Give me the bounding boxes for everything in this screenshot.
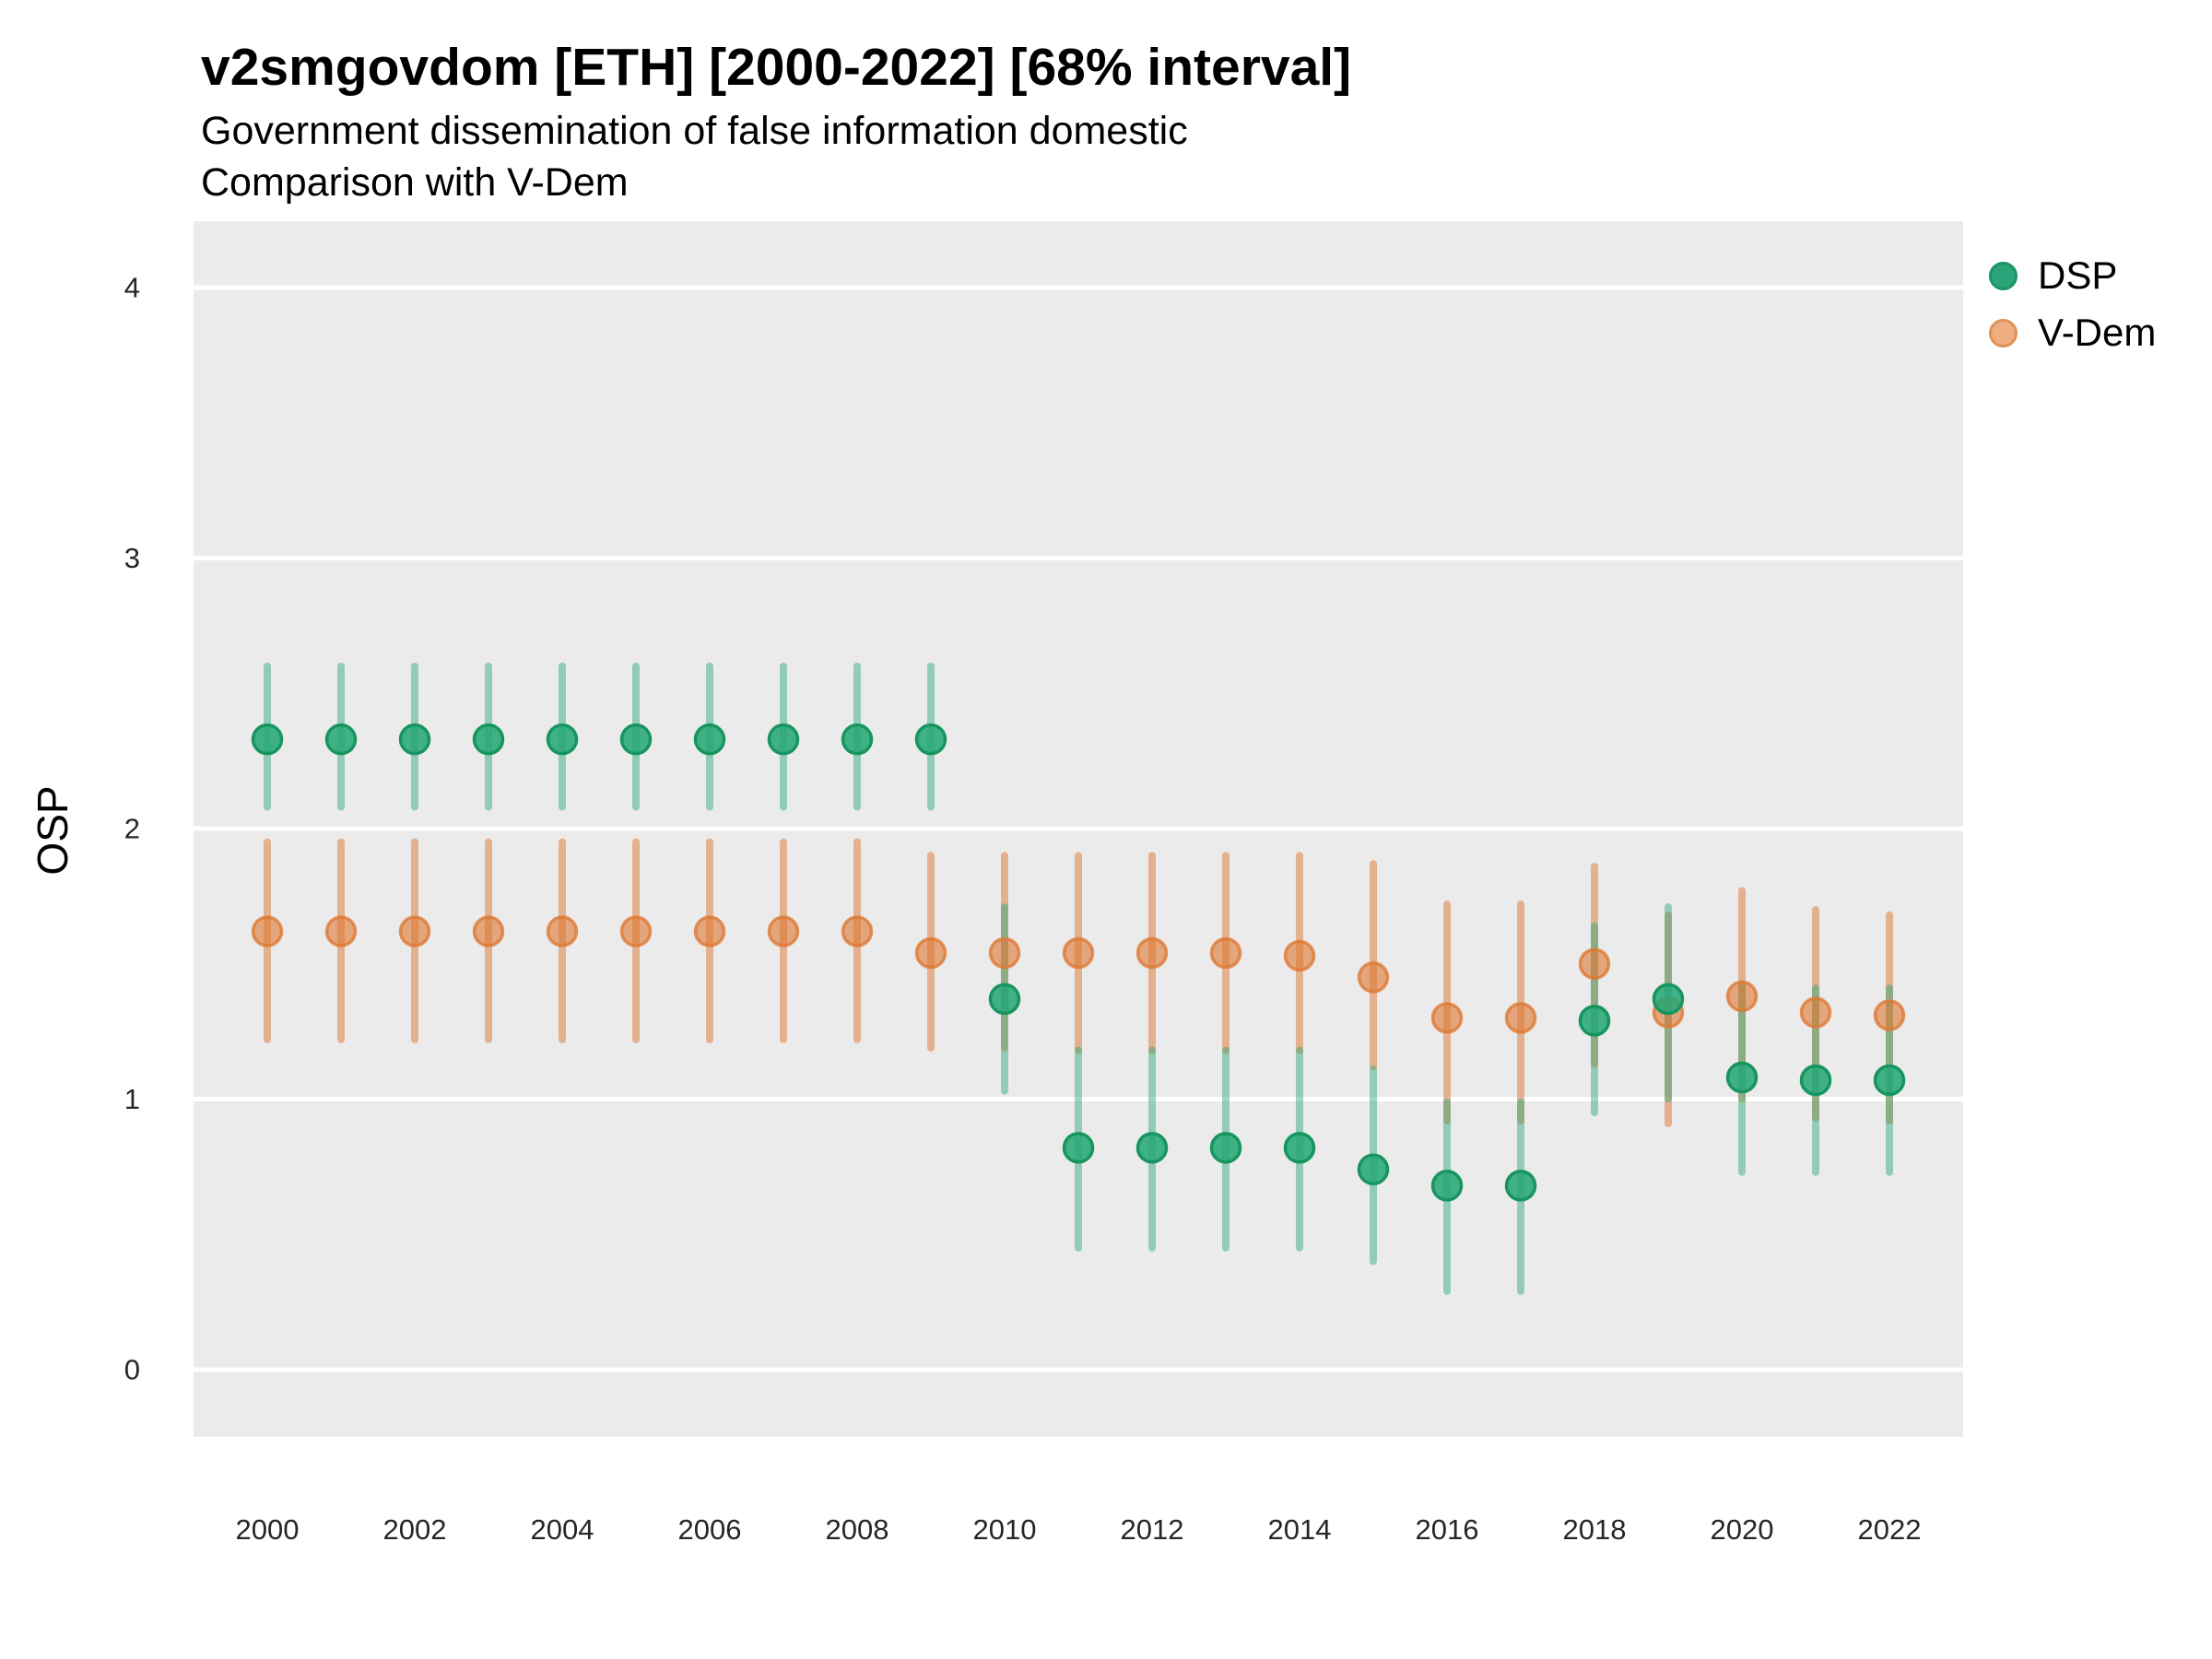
vdem-point-2001: [324, 915, 358, 947]
vdem-point-2016: [1430, 1002, 1464, 1034]
dsp-point-2018: [1578, 1005, 1611, 1037]
x-tick-2010: 2010: [973, 1513, 1037, 1546]
y-tick-3: 3: [124, 542, 140, 574]
chart-title: v2smgovdom [ETH] [2000-2022] [68% interv…: [201, 38, 1352, 97]
vdem-point-2015: [1357, 961, 1390, 994]
x-tick-2014: 2014: [1268, 1513, 1332, 1546]
chart-subtitle-line2: Comparison with V-Dem: [201, 160, 629, 205]
y-tick-0: 0: [124, 1354, 140, 1386]
x-tick-2016: 2016: [1416, 1513, 1479, 1546]
x-tick-2000: 2000: [236, 1513, 300, 1546]
vdem-point-2000: [251, 915, 284, 947]
x-tick-2002: 2002: [383, 1513, 447, 1546]
dsp-point-2010: [988, 982, 1021, 1016]
legend: DSP V-Dem: [1989, 247, 2156, 361]
y-tick-2: 2: [124, 813, 140, 845]
vdem-legend-dot-icon: [1989, 318, 2018, 347]
vdem-point-2014: [1283, 939, 1316, 972]
dsp-point-2000: [251, 723, 284, 756]
legend-label-dsp: DSP: [2038, 253, 2118, 297]
vdem-point-2005: [619, 915, 653, 947]
x-tick-2020: 2020: [1711, 1513, 1774, 1546]
dsp-point-2007: [767, 723, 800, 756]
y-tick-4: 4: [124, 272, 140, 304]
chart-subtitle-line1: Government dissemination of false inform…: [201, 109, 1188, 153]
dsp-legend-dot-icon: [1989, 261, 2018, 290]
dsp-point-2021: [1799, 1064, 1832, 1097]
legend-item-dsp: DSP: [1989, 247, 2156, 304]
vdem-point-2011: [1062, 936, 1095, 970]
dsp-point-2004: [546, 723, 579, 756]
vdem-point-2017: [1504, 1002, 1537, 1034]
dsp-point-2006: [693, 723, 726, 756]
dsp-point-2020: [1725, 1061, 1759, 1094]
dsp-point-2013: [1209, 1132, 1242, 1164]
dsp-point-2017: [1504, 1170, 1537, 1202]
y-tick-1: 1: [124, 1083, 140, 1115]
dsp-point-2009: [914, 723, 947, 756]
vdem-point-2002: [398, 915, 431, 947]
dsp-point-2001: [324, 723, 358, 756]
vdem-point-2003: [472, 915, 505, 947]
vdem-point-2006: [693, 915, 726, 947]
x-tick-2008: 2008: [826, 1513, 889, 1546]
vdem-point-2008: [841, 915, 874, 947]
vdem-point-2021: [1799, 996, 1832, 1029]
vdem-point-2018: [1578, 947, 1611, 980]
x-tick-2004: 2004: [531, 1513, 594, 1546]
vdem-point-2012: [1135, 936, 1169, 970]
vdem-point-2007: [767, 915, 800, 947]
dsp-point-2005: [619, 723, 653, 756]
dsp-point-2011: [1062, 1132, 1095, 1164]
vdem-point-2010: [988, 936, 1021, 970]
dsp-point-2014: [1283, 1132, 1316, 1164]
x-tick-2006: 2006: [678, 1513, 742, 1546]
chart-subtitle: Government dissemination of false inform…: [201, 105, 1188, 208]
dsp-point-2016: [1430, 1170, 1464, 1202]
dsp-point-2015: [1357, 1153, 1390, 1186]
vdem-point-2004: [546, 915, 579, 947]
dsp-point-2002: [398, 723, 431, 756]
vdem-point-2020: [1725, 980, 1759, 1013]
vdem-point-2022: [1873, 999, 1906, 1031]
dsp-point-2003: [472, 723, 505, 756]
x-tick-2018: 2018: [1563, 1513, 1627, 1546]
x-tick-2012: 2012: [1121, 1513, 1184, 1546]
dsp-point-2019: [1652, 982, 1685, 1016]
dsp-point-2012: [1135, 1132, 1169, 1164]
legend-item-vdem: V-Dem: [1989, 304, 2156, 361]
vdem-point-2009: [914, 936, 947, 970]
legend-label-vdem: V-Dem: [2038, 311, 2157, 354]
dsp-point-2008: [841, 723, 874, 756]
vdem-point-2013: [1209, 936, 1242, 970]
dsp-point-2022: [1873, 1064, 1906, 1097]
x-tick-2022: 2022: [1858, 1513, 1922, 1546]
